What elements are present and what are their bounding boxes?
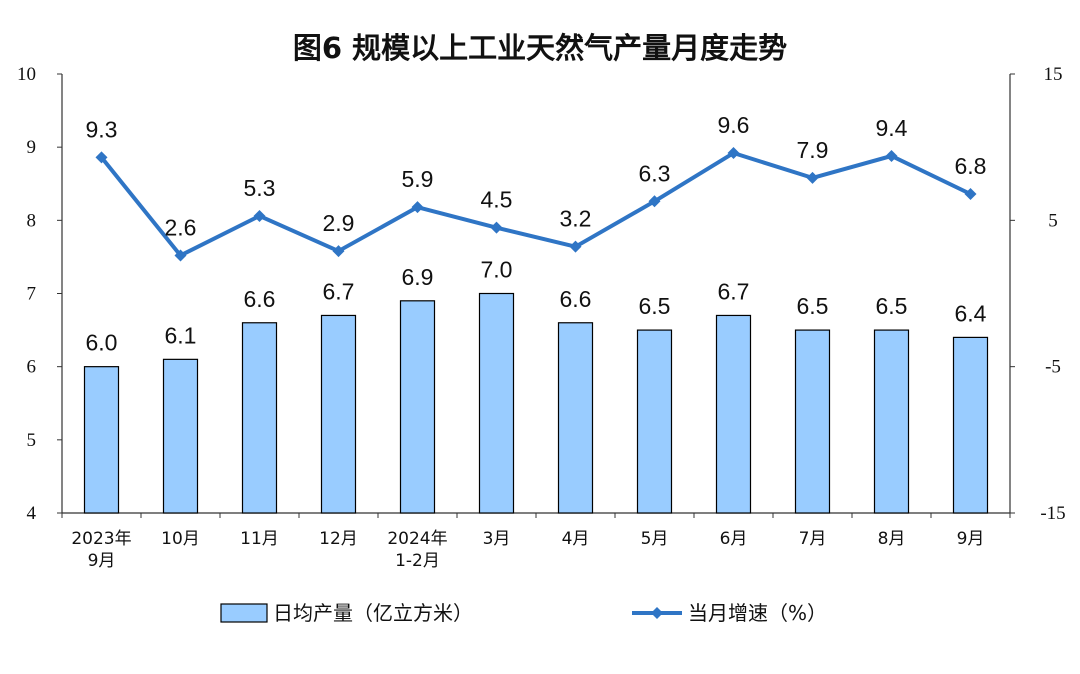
bar-value-label: 6.6	[560, 286, 592, 312]
bar-value-label: 6.7	[718, 278, 750, 304]
x-tick-label: 11月	[240, 529, 279, 549]
y-right-tick-label: -15	[1040, 503, 1065, 524]
y-right-tick-label: 15	[1044, 64, 1063, 85]
bar	[715, 314, 752, 514]
bar	[636, 329, 673, 514]
bar-value-label: 6.7	[323, 278, 355, 304]
legend: 日均产量（亿立方米） 当月增速（%）	[220, 601, 827, 625]
line-point	[648, 195, 661, 208]
legend-line-label: 当月增速（%）	[688, 601, 827, 625]
y-right-tick-label: 5	[1048, 210, 1058, 231]
y-left-tick-label: 10	[17, 64, 36, 85]
bar	[241, 322, 278, 514]
y-left-tick-label: 5	[27, 430, 37, 451]
bar-value-label: 7.0	[481, 257, 513, 283]
bar-value-label: 6.5	[876, 293, 908, 319]
line-value-label: 2.9	[323, 210, 355, 236]
data-labels: 6.0 6.1 6.6 6.7 6.9 7.0 6.6 6.5 6.7 6.5 6.5 6.4 9.3 2…	[86, 112, 987, 356]
y-left-tick-label: 7	[27, 284, 37, 305]
bar	[952, 336, 989, 514]
line-point	[253, 209, 266, 222]
bar-series	[83, 292, 989, 514]
line-point	[885, 149, 898, 162]
line-point	[411, 201, 424, 214]
bar	[557, 322, 594, 514]
line-series	[95, 147, 977, 262]
bar-value-label: 6.6	[244, 286, 276, 312]
x-tick-label: 3月	[483, 529, 511, 549]
line-point	[964, 187, 977, 200]
line-value-label: 6.3	[639, 160, 671, 186]
bar-value-label: 6.5	[639, 293, 671, 319]
line-value-label: 9.6	[718, 112, 750, 138]
bar-value-label: 6.9	[402, 264, 434, 290]
bar	[399, 300, 436, 514]
bar	[478, 292, 515, 514]
x-tick-label: 8月	[878, 529, 906, 549]
x-tick-label: 5月	[641, 529, 669, 549]
bar-value-label: 6.5	[797, 293, 829, 319]
legend-line-marker	[651, 607, 663, 619]
bar	[320, 314, 357, 514]
y-right-tick-label: -5	[1045, 357, 1061, 378]
bar	[162, 358, 199, 514]
x-tick-label: 2024年	[387, 529, 447, 549]
chart-title: 图6 规模以上工业天然气产量月度走势	[293, 31, 787, 65]
y-left-tick-label: 8	[27, 210, 37, 231]
bar	[83, 366, 120, 514]
line-value-label: 5.3	[244, 175, 276, 201]
legend-bar-swatch	[220, 603, 268, 623]
line-point	[569, 240, 582, 253]
x-tick-label: 7月	[799, 529, 827, 549]
bar-value-label: 6.4	[955, 300, 987, 326]
line-point	[727, 147, 740, 160]
x-tick-label: 12月	[319, 529, 358, 549]
bar	[873, 329, 910, 514]
x-tick-label: 9月	[88, 551, 116, 571]
bar	[794, 329, 831, 514]
line-point	[95, 151, 108, 164]
line-value-label: 9.4	[876, 115, 908, 141]
line-point	[490, 221, 503, 234]
line-value-label: 2.6	[165, 214, 197, 240]
line-value-label: 7.9	[797, 137, 829, 163]
y-left-tick-label: 9	[27, 137, 37, 158]
y-left-tick-label: 4	[27, 503, 37, 524]
x-tick-label: 10月	[161, 529, 200, 549]
bar-value-label: 6.1	[165, 322, 197, 348]
x-tick-label: 4月	[562, 529, 590, 549]
line-value-label: 4.5	[481, 187, 513, 213]
line-point	[332, 245, 345, 258]
x-tick-label: 9月	[957, 529, 985, 549]
y-left-tick-label: 6	[27, 357, 37, 378]
line-value-label: 3.2	[560, 206, 592, 232]
line-value-label: 5.9	[402, 166, 434, 192]
line-point	[806, 171, 819, 184]
growth-line	[99, 151, 972, 258]
line-value-label: 6.8	[955, 153, 987, 179]
x-tick-label: 1-2月	[395, 551, 440, 571]
line-value-label: 9.3	[86, 116, 118, 142]
line-point	[174, 249, 187, 262]
legend-bar-label: 日均产量（亿立方米）	[273, 601, 473, 625]
x-tick-label: 2023年	[71, 529, 131, 549]
bar-value-label: 6.0	[86, 330, 118, 356]
x-tick-label: 6月	[720, 529, 748, 549]
